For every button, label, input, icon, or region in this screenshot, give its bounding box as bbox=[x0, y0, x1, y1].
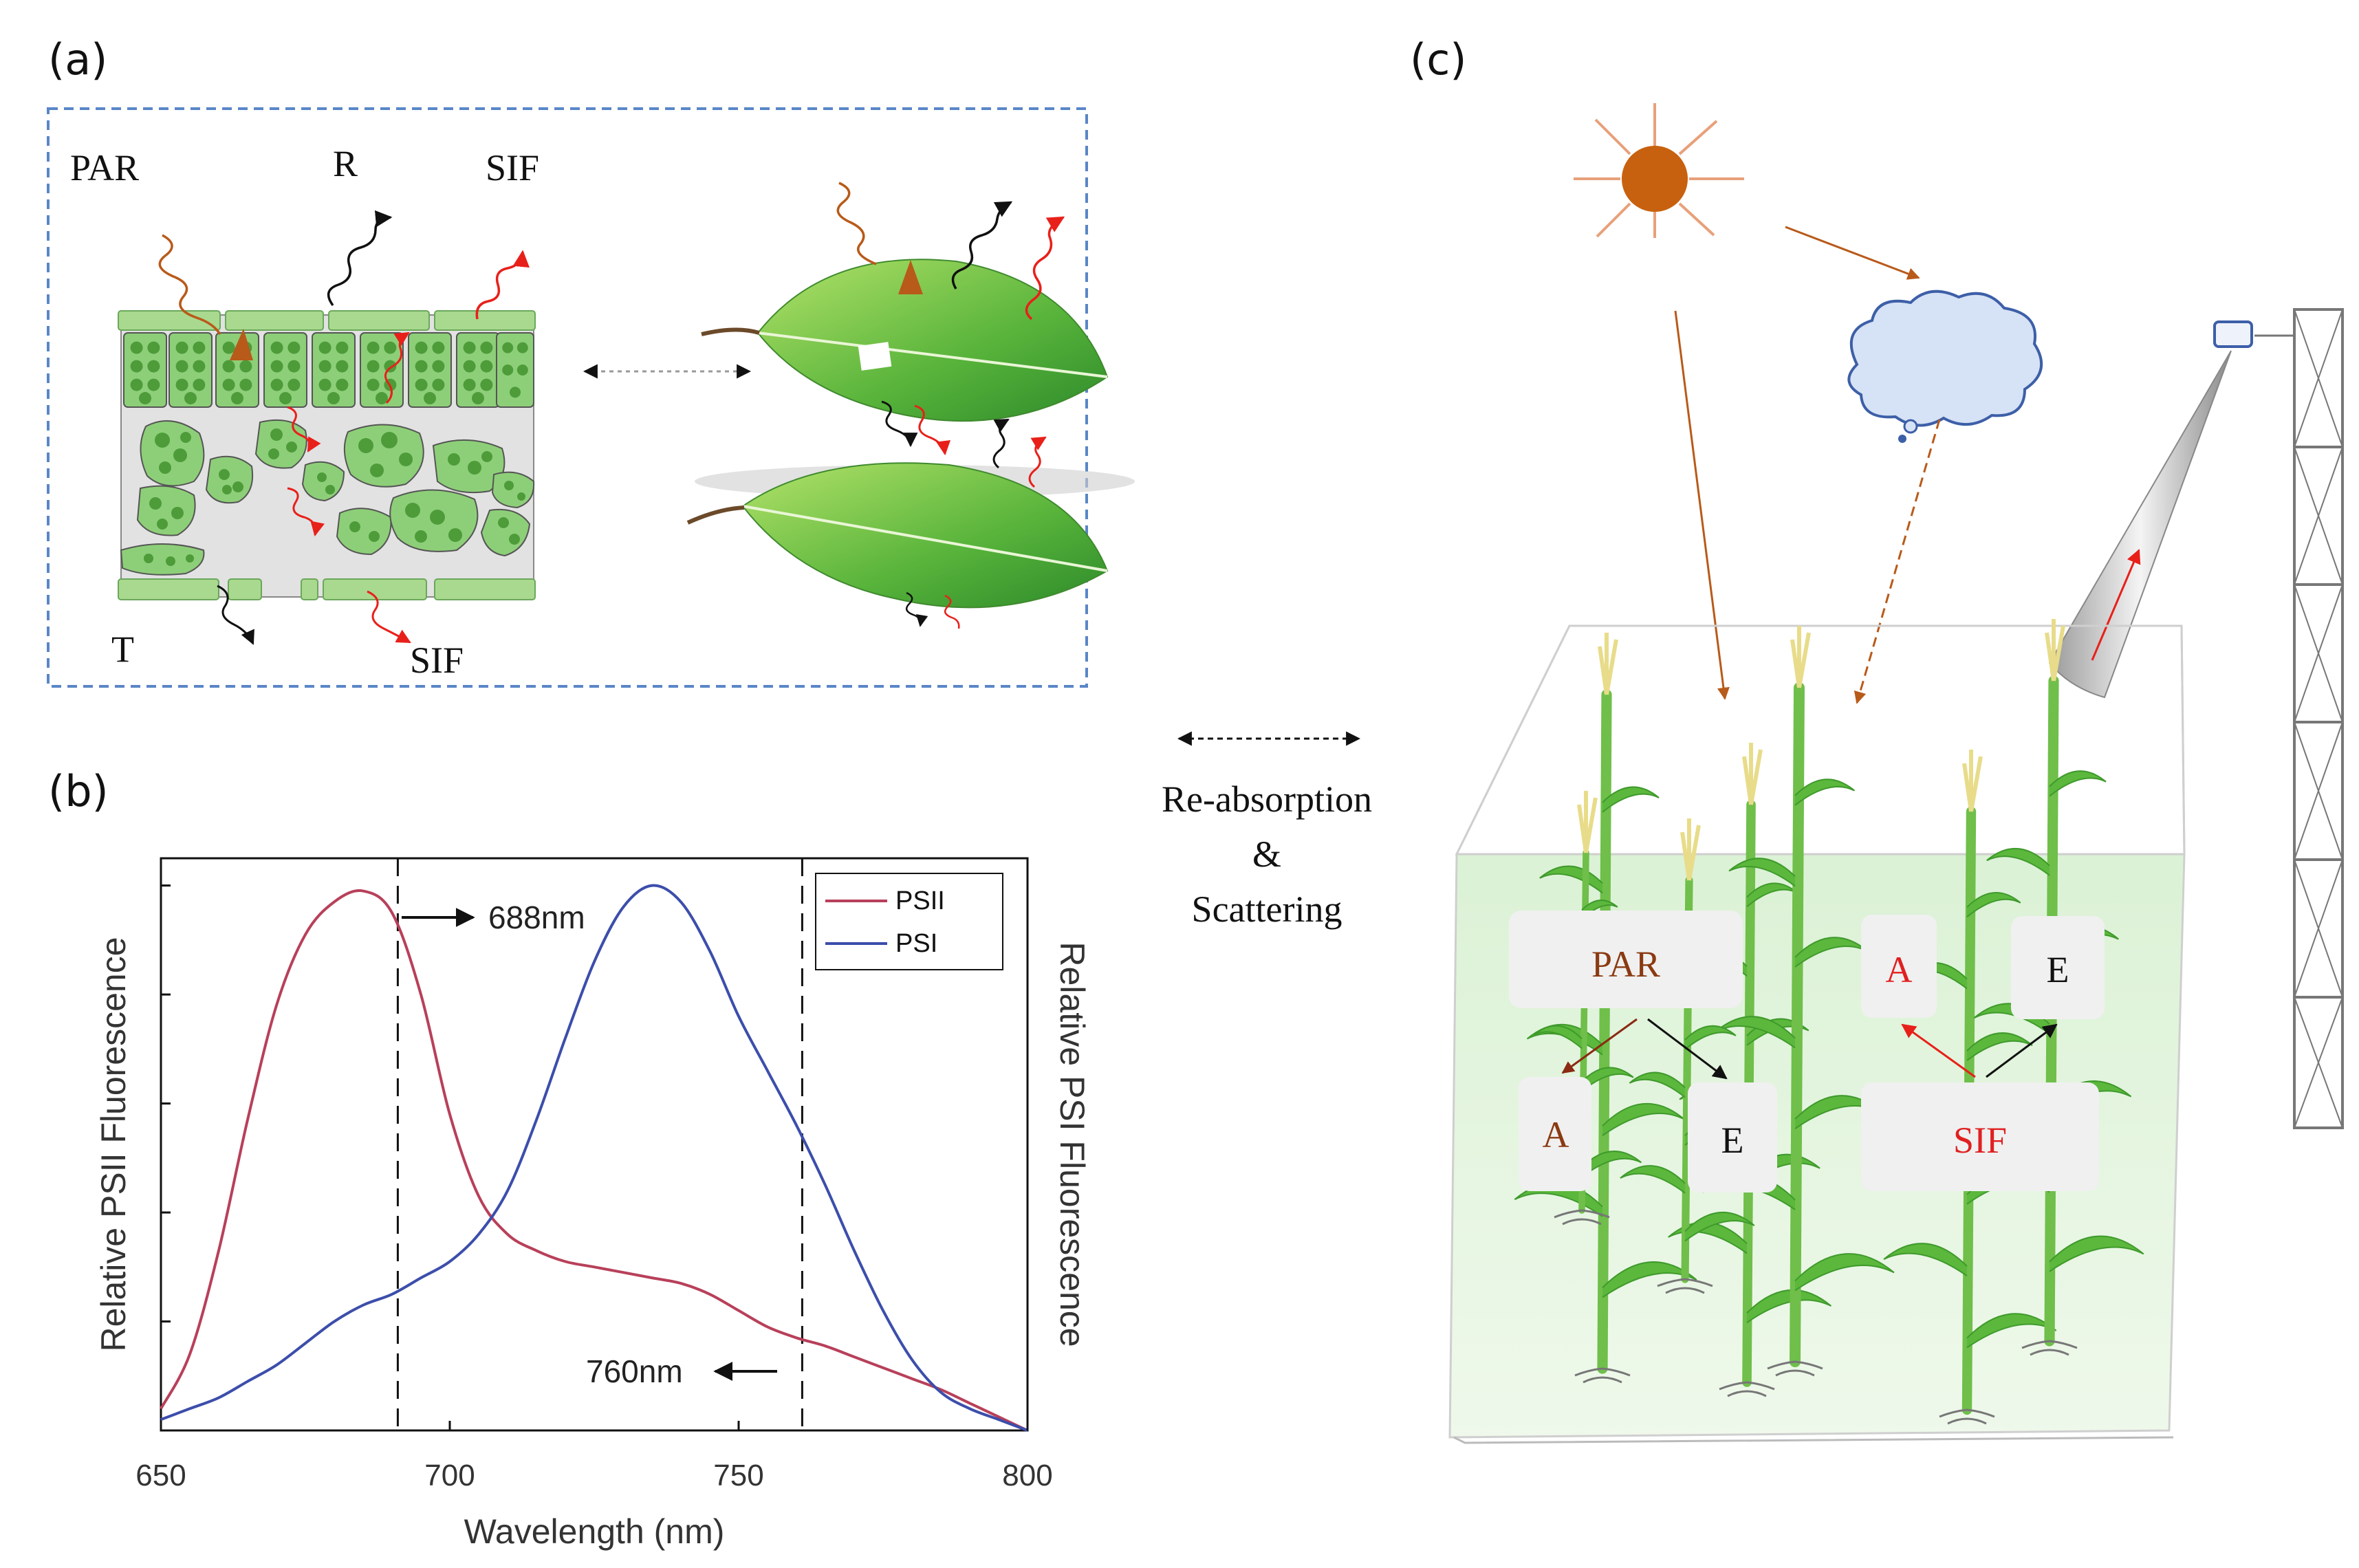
panel-a-frame bbox=[47, 107, 1088, 688]
reabsorption-line3: Scattering bbox=[1192, 889, 1342, 930]
plot-frame bbox=[160, 857, 1029, 1432]
annotation-688nm: 688nm bbox=[488, 900, 585, 935]
a-left-box bbox=[1519, 1077, 1591, 1191]
a-right-label: A bbox=[1886, 949, 1913, 990]
reabsorption-line1: Re-absorption bbox=[1162, 778, 1372, 820]
annotation-760nm: 760nm bbox=[586, 1353, 683, 1389]
sif-box bbox=[1861, 1082, 2099, 1191]
panel-label-b: (b) bbox=[48, 766, 109, 816]
a-left-label: A bbox=[1543, 1114, 1569, 1155]
x-axis-label: Wavelength (nm) bbox=[464, 1512, 725, 1551]
e-left-box bbox=[1688, 1082, 1777, 1193]
leaf-photons bbox=[836, 182, 1065, 629]
series-psii-line bbox=[160, 889, 1028, 1432]
sif-bottom-label: SIF bbox=[410, 640, 464, 681]
e-right-box bbox=[2011, 916, 2105, 1019]
sif-to-a-arrow bbox=[1901, 1023, 1976, 1078]
sensor-view-cone bbox=[2048, 350, 2232, 699]
leaf-cross-section bbox=[118, 310, 536, 600]
sif-to-e-arrow bbox=[1986, 1023, 2058, 1078]
e-right-label: E bbox=[2047, 949, 2069, 990]
x-tick-label-650: 650 bbox=[135, 1459, 186, 1492]
reabsorption-line2: & bbox=[1252, 834, 1281, 875]
diffuse-arrow bbox=[1854, 419, 1941, 704]
y-axis-label-left: Relative PSII Fluorescence bbox=[94, 937, 133, 1351]
x-tick-label-750: 750 bbox=[713, 1459, 763, 1492]
e-left-label: E bbox=[1721, 1120, 1744, 1161]
par-to-e-arrow bbox=[1647, 1018, 1728, 1080]
panel-label-c: (c) bbox=[1410, 34, 1466, 85]
series-psi-line bbox=[160, 884, 1028, 1432]
sif-upward-arrow bbox=[2091, 549, 2141, 661]
sun-direct-arrow bbox=[1674, 310, 1730, 700]
r-label: R bbox=[333, 143, 358, 184]
panel-a-photons bbox=[158, 210, 530, 645]
x-tick-label-800: 800 bbox=[1002, 1459, 1052, 1492]
a-right-box bbox=[1861, 915, 1937, 1018]
sun-icon bbox=[1574, 103, 1744, 238]
leaf-stack bbox=[686, 259, 1135, 609]
legend-psi-label: PSI bbox=[895, 929, 937, 958]
sif-box-label: SIF bbox=[1953, 1120, 2007, 1161]
panel-label-a: (a) bbox=[48, 34, 107, 85]
sun-to-cloud-arrow bbox=[1785, 226, 1920, 280]
legend-psii-label: PSII bbox=[895, 886, 945, 915]
par-to-a-arrow bbox=[1561, 1018, 1638, 1074]
flux-tower bbox=[2254, 308, 2344, 1129]
y-axis-label-right: Relative PSI Fluorescence bbox=[1053, 941, 1091, 1347]
sensor-icon bbox=[2213, 320, 2253, 348]
x-tick-label-700: 700 bbox=[424, 1459, 475, 1492]
legend: PSII PSI bbox=[815, 873, 1003, 970]
flux-boxes: PAR A E A E SIF bbox=[1509, 911, 2105, 1193]
par-box bbox=[1509, 911, 1743, 1008]
par-label: PAR bbox=[70, 147, 139, 188]
cloud-icon bbox=[1847, 290, 2043, 443]
sif-top-label: SIF bbox=[486, 147, 539, 188]
par-box-label: PAR bbox=[1591, 944, 1660, 985]
t-label: T bbox=[111, 629, 134, 670]
spectrum-chart: 650 700 750 800 PSII PSI 688nm 760nm Relati… bbox=[94, 857, 1091, 1551]
